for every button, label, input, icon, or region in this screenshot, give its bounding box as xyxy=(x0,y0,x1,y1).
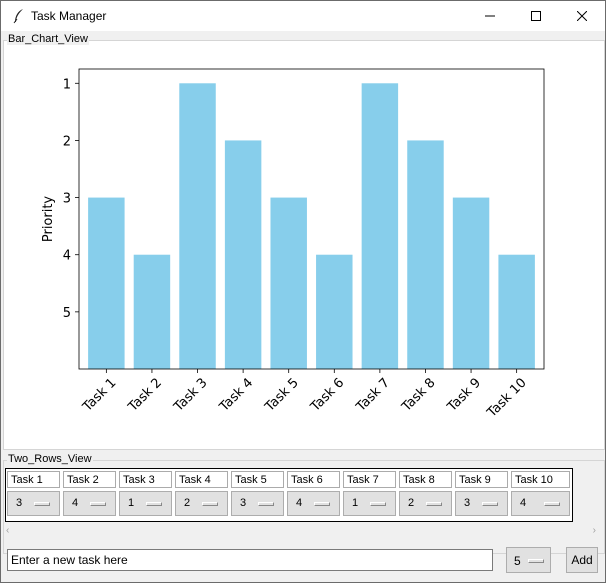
close-button[interactable] xyxy=(559,1,605,31)
bar-3 xyxy=(179,83,216,370)
y-tick-label-5: 5 xyxy=(63,306,71,321)
y-tick-label-3: 3 xyxy=(63,192,71,207)
x-tick-label-9: Task 9 xyxy=(444,375,484,415)
dropdown-indicator-icon xyxy=(34,502,50,506)
task-priority-select[interactable]: 4 xyxy=(511,491,570,516)
task-priority-value: 4 xyxy=(72,497,79,509)
task-name-field[interactable]: Task 1 xyxy=(7,471,60,488)
x-tick-label-1: Task 1 xyxy=(79,375,119,415)
x-tick-label-6: Task 6 xyxy=(307,375,347,415)
task-priority-select[interactable]: 3 xyxy=(455,491,508,516)
feather-icon xyxy=(13,9,23,24)
dropdown-indicator-icon xyxy=(202,502,218,506)
maximize-button[interactable] xyxy=(513,1,559,31)
task-cell: Task 9 3 xyxy=(454,469,509,521)
task-name-field[interactable]: Task 5 xyxy=(231,471,284,488)
bar-5 xyxy=(270,197,307,369)
dropdown-indicator-icon xyxy=(426,502,442,506)
maximize-icon xyxy=(531,11,541,21)
task-grid: Task 1 3 Task 2 4 Task 3 1 Task 4 2 Task 5 3 Task … xyxy=(5,468,573,522)
task-priority-select[interactable]: 4 xyxy=(63,491,116,516)
task-name-field[interactable]: Task 6 xyxy=(287,471,340,488)
task-priority-select[interactable]: 2 xyxy=(175,491,228,516)
y-tick-label-1: 1 xyxy=(63,77,71,92)
add-button[interactable]: Add xyxy=(566,547,598,573)
dropdown-indicator-icon xyxy=(544,502,560,506)
task-priority-select[interactable]: 1 xyxy=(119,491,172,516)
task-priority-value: 2 xyxy=(184,497,191,509)
y-tick-label-2: 2 xyxy=(63,134,71,149)
task-cell: Task 7 1 xyxy=(342,469,397,521)
task-priority-value: 1 xyxy=(128,497,135,509)
bar-10 xyxy=(498,254,535,369)
dropdown-indicator-icon xyxy=(528,559,544,563)
task-priority-value: 3 xyxy=(240,497,247,509)
bar-1 xyxy=(88,197,125,369)
x-tick-label-2: Task 2 xyxy=(125,375,165,415)
x-tick-label-5: Task 5 xyxy=(262,375,302,415)
task-priority-value: 3 xyxy=(464,497,471,509)
task-name-field[interactable]: Task 10 xyxy=(511,471,570,488)
y-tick-label-4: 4 xyxy=(63,249,71,264)
task-priority-select[interactable]: 3 xyxy=(7,491,60,516)
new-task-priority-select[interactable]: 5 xyxy=(506,547,551,573)
dropdown-indicator-icon xyxy=(370,502,386,506)
task-cell: Task 5 3 xyxy=(230,469,285,521)
task-priority-value: 3 xyxy=(16,497,23,509)
task-priority-select[interactable]: 1 xyxy=(343,491,396,516)
y-axis-label: Priority xyxy=(41,196,56,243)
task-cell: Task 8 2 xyxy=(398,469,453,521)
x-tick-label-8: Task 8 xyxy=(399,375,439,415)
task-priority-value: 2 xyxy=(408,497,415,509)
x-tick-label-4: Task 4 xyxy=(216,375,256,415)
dropdown-indicator-icon xyxy=(258,502,274,506)
task-priority-select[interactable]: 2 xyxy=(399,491,452,516)
bar-2 xyxy=(133,254,171,369)
task-name-field[interactable]: Task 4 xyxy=(175,471,228,488)
dropdown-indicator-icon xyxy=(482,502,498,506)
x-tick-label-7: Task 7 xyxy=(353,375,393,415)
new-task-priority-value: 5 xyxy=(514,554,521,568)
task-cell: Task 1 3 xyxy=(6,469,61,521)
two-rows-frame-label: Two_Rows_View xyxy=(7,453,93,465)
dropdown-indicator-icon xyxy=(146,502,162,506)
dropdown-indicator-icon xyxy=(314,502,330,506)
task-priority-value: 1 xyxy=(352,497,359,509)
horizontal-scrollbar[interactable]: ‹ › xyxy=(4,525,604,539)
task-priority-select[interactable]: 3 xyxy=(231,491,284,516)
bar-8 xyxy=(407,140,444,369)
bar-chart-frame-label: Bar_Chart_View xyxy=(7,33,89,45)
bar-9 xyxy=(452,197,490,369)
bar-4 xyxy=(224,140,262,369)
scroll-left-arrow-icon[interactable]: ‹ xyxy=(6,525,10,536)
task-name-field[interactable]: Task 9 xyxy=(455,471,508,488)
task-name-field[interactable]: Task 7 xyxy=(343,471,396,488)
task-priority-select[interactable]: 4 xyxy=(287,491,340,516)
bar-6 xyxy=(316,254,353,369)
window-title: Task Manager xyxy=(31,9,107,23)
task-cell: Task 2 4 xyxy=(62,469,117,521)
task-priority-value: 4 xyxy=(296,497,303,509)
minimize-icon xyxy=(485,15,495,17)
chart-axes-frame xyxy=(78,68,545,370)
task-cell: Task 6 4 xyxy=(286,469,341,521)
task-cell: Task 10 4 xyxy=(510,469,570,521)
task-name-field[interactable]: Task 3 xyxy=(119,471,172,488)
close-icon xyxy=(577,11,587,21)
x-tick-label-10: Task 10 xyxy=(484,375,530,421)
x-tick-label-3: Task 3 xyxy=(171,375,211,415)
task-priority-value: 4 xyxy=(520,497,527,509)
dropdown-indicator-icon xyxy=(90,502,106,506)
task-name-field[interactable]: Task 2 xyxy=(63,471,116,488)
title-bar[interactable]: Task Manager xyxy=(1,1,605,31)
scroll-right-arrow-icon[interactable]: › xyxy=(592,525,596,536)
task-cell: Task 4 2 xyxy=(174,469,229,521)
minimize-button[interactable] xyxy=(467,1,513,31)
bar-7 xyxy=(361,83,399,370)
task-cell: Task 3 1 xyxy=(118,469,173,521)
new-task-input[interactable] xyxy=(7,549,493,571)
task-name-field[interactable]: Task 8 xyxy=(399,471,452,488)
priority-bar-chart: Task 1 Task 2 Task 3 Task 4 Task 5 Task 6 Task… xyxy=(41,68,545,421)
